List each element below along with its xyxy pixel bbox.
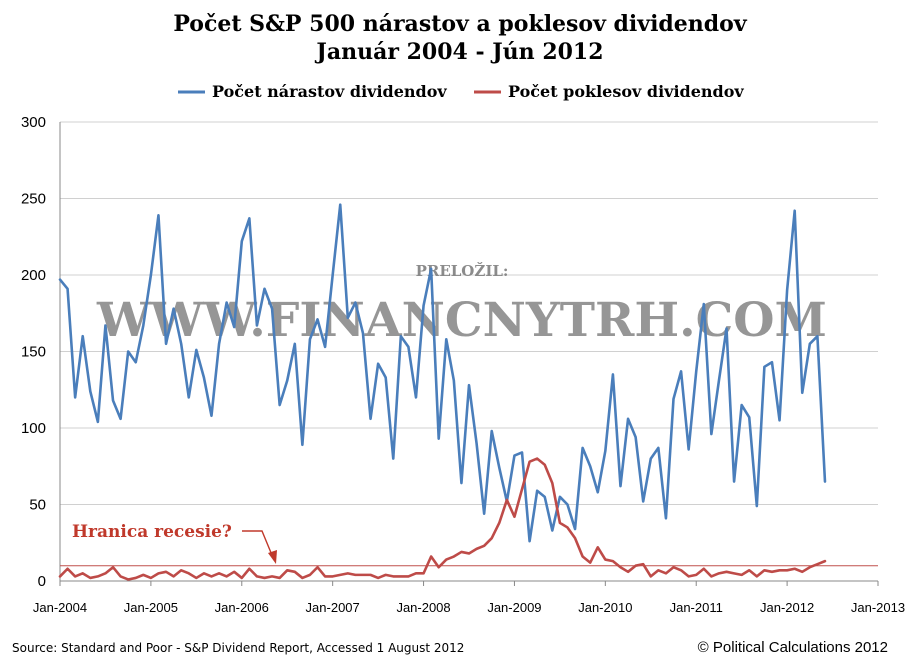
x-tick-label: Jan-2009 (487, 600, 541, 615)
y-tick-label: 100 (21, 420, 46, 437)
x-tick-label: Jan-2005 (124, 600, 178, 615)
x-tick-label: Jan-2004 (33, 600, 87, 615)
axes (59, 122, 879, 586)
legend-label-decreases: Počet poklesov dividendov (508, 82, 744, 101)
chart-title-line-2: Január 2004 - Jún 2012 (314, 39, 603, 65)
series-line-decreases (58, 457, 827, 581)
x-tick-label: Jan-2007 (306, 600, 360, 615)
y-axis-tick-labels: 0 50 100 150 200 250 300 (21, 114, 46, 590)
series-lines (58, 203, 827, 581)
y-tick-label: 250 (21, 191, 46, 208)
recession-annotation-arrow (242, 530, 275, 561)
gridlines (60, 121, 878, 505)
y-tick-label: 300 (21, 114, 46, 131)
watermark-big-text: WWW.FINANCNYTRH.COM (96, 293, 827, 348)
series-line-increases (58, 203, 827, 543)
x-axis-tick-labels: Jan-2004 Jan-2005 Jan-2006 Jan-2007 Jan-2008… (33, 600, 905, 615)
x-tick-label: Jan-2011 (670, 600, 723, 615)
y-tick-label: 150 (21, 344, 46, 361)
recession-annotation-label: Hranica recesie? (72, 522, 232, 542)
chart-title-line-1: Počet S&P 500 nárastov a poklesov divide… (173, 11, 748, 37)
legend: Počet nárastov dividendov Počet poklesov… (178, 82, 744, 101)
x-tick-label: Jan-2013 (851, 600, 905, 615)
x-tick-label: Jan-2008 (396, 600, 450, 615)
y-tick-label: 200 (21, 267, 46, 284)
x-tick-label: Jan-2010 (578, 600, 632, 615)
x-tick-label: Jan-2012 (760, 600, 814, 615)
legend-label-increases: Počet nárastov dividendov (212, 82, 447, 101)
recession-annotation: Hranica recesie? (72, 522, 277, 564)
y-tick-label: 0 (38, 573, 46, 590)
x-tick-label: Jan-2006 (215, 600, 269, 615)
watermark-small-text: PRELOŽIL: (416, 262, 509, 280)
recession-annotation-arrowhead (268, 550, 277, 564)
source-note: Source: Standard and Poor - S&P Dividend… (12, 641, 464, 655)
copyright-note: © Political Calculations 2012 (698, 639, 888, 656)
y-tick-label: 50 (29, 497, 46, 514)
